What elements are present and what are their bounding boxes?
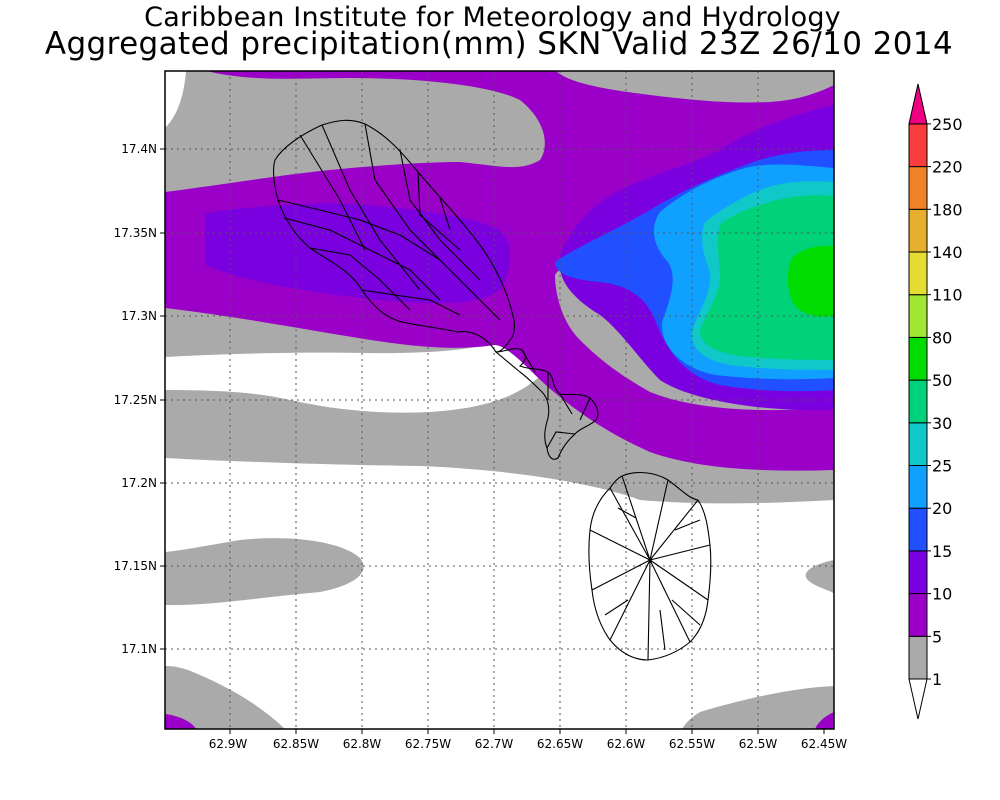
colorbar-label: 15 bbox=[932, 542, 952, 561]
y-tick-label: 17.3N bbox=[121, 309, 157, 323]
colorbar-swatch bbox=[908, 294, 928, 338]
colorbar-label: 30 bbox=[932, 414, 952, 433]
field-white-band bbox=[165, 338, 551, 413]
colorbar-label: 50 bbox=[932, 371, 952, 390]
field-violet bbox=[205, 203, 511, 303]
colorbar-label: 80 bbox=[932, 328, 952, 347]
colorbar-label: 140 bbox=[932, 243, 963, 262]
field-green bbox=[700, 195, 834, 360]
y-tick-label: 17.2N bbox=[121, 476, 157, 490]
y-tick-label: 17.1N bbox=[121, 642, 157, 656]
colorbar-label: 110 bbox=[932, 286, 963, 305]
colorbar-label: 1 bbox=[932, 670, 942, 689]
colorbar-bottom-tip bbox=[908, 678, 928, 720]
colorbar-label: 20 bbox=[932, 499, 952, 518]
colorbar-label: 25 bbox=[932, 457, 952, 476]
colorbar-swatch bbox=[908, 336, 928, 381]
field-white-top-left bbox=[165, 71, 186, 128]
colorbar-label: 180 bbox=[932, 200, 963, 219]
x-tick-label: 62.65W bbox=[537, 737, 583, 751]
y-tick-label: 17.35N bbox=[114, 226, 157, 240]
colorbar-swatch bbox=[908, 166, 928, 210]
gridlines bbox=[165, 71, 834, 729]
field-purple-sw-corner bbox=[165, 714, 196, 729]
island-nevis bbox=[588, 471, 712, 661]
colorbar-swatch bbox=[908, 208, 928, 253]
field-white-south bbox=[165, 458, 834, 729]
colorbar-label: 220 bbox=[932, 158, 963, 177]
field-brightgreen bbox=[787, 245, 834, 317]
tick-marks bbox=[160, 148, 825, 734]
y-tick-label: 17.4N bbox=[121, 142, 157, 156]
colorbar-swatch bbox=[908, 123, 928, 168]
y-axis-labels: 17.4N 17.35N 17.3N 17.25N 17.2N 17.15N 1… bbox=[114, 142, 157, 656]
x-tick-label: 62.55W bbox=[669, 737, 715, 751]
colorbar-swatch bbox=[908, 635, 928, 680]
colorbar-swatch bbox=[908, 550, 928, 595]
colorbar-swatch bbox=[908, 422, 928, 466]
field-purple-se-corner bbox=[815, 712, 834, 729]
island-st-kitts bbox=[273, 119, 599, 460]
x-tick-label: 62.7W bbox=[475, 737, 514, 751]
colorbar-swatch bbox=[908, 593, 928, 637]
y-tick-label: 17.25N bbox=[114, 393, 157, 407]
colorbar-label: 10 bbox=[932, 585, 952, 604]
colorbar-label: 5 bbox=[932, 627, 942, 646]
x-tick-label: 62.8W bbox=[343, 737, 382, 751]
colorbar-label: 250 bbox=[932, 115, 963, 134]
map-subtitle: Aggregated precipitation(mm) SKN Valid 2… bbox=[44, 26, 954, 62]
colorbar-swatch bbox=[908, 465, 928, 509]
colorbar-swatch bbox=[908, 507, 928, 552]
colorbar-top-tip bbox=[908, 83, 928, 125]
x-tick-label: 62.9W bbox=[209, 737, 248, 751]
x-tick-label: 62.75W bbox=[405, 737, 451, 751]
colorbar-swatch bbox=[908, 379, 928, 424]
x-tick-label: 62.5W bbox=[739, 737, 778, 751]
colorbar-swatch bbox=[908, 251, 928, 296]
x-axis-labels: 62.9W 62.85W 62.8W 62.75W 62.7W 62.65W 6… bbox=[209, 737, 848, 751]
y-tick-label: 17.15N bbox=[114, 559, 157, 573]
x-tick-label: 62.6W bbox=[607, 737, 646, 751]
map-title: Caribbean Institute for Meteorology and … bbox=[144, 2, 841, 33]
x-tick-label: 62.45W bbox=[801, 737, 847, 751]
x-tick-label: 62.85W bbox=[273, 737, 319, 751]
precipitation-field bbox=[165, 71, 834, 729]
